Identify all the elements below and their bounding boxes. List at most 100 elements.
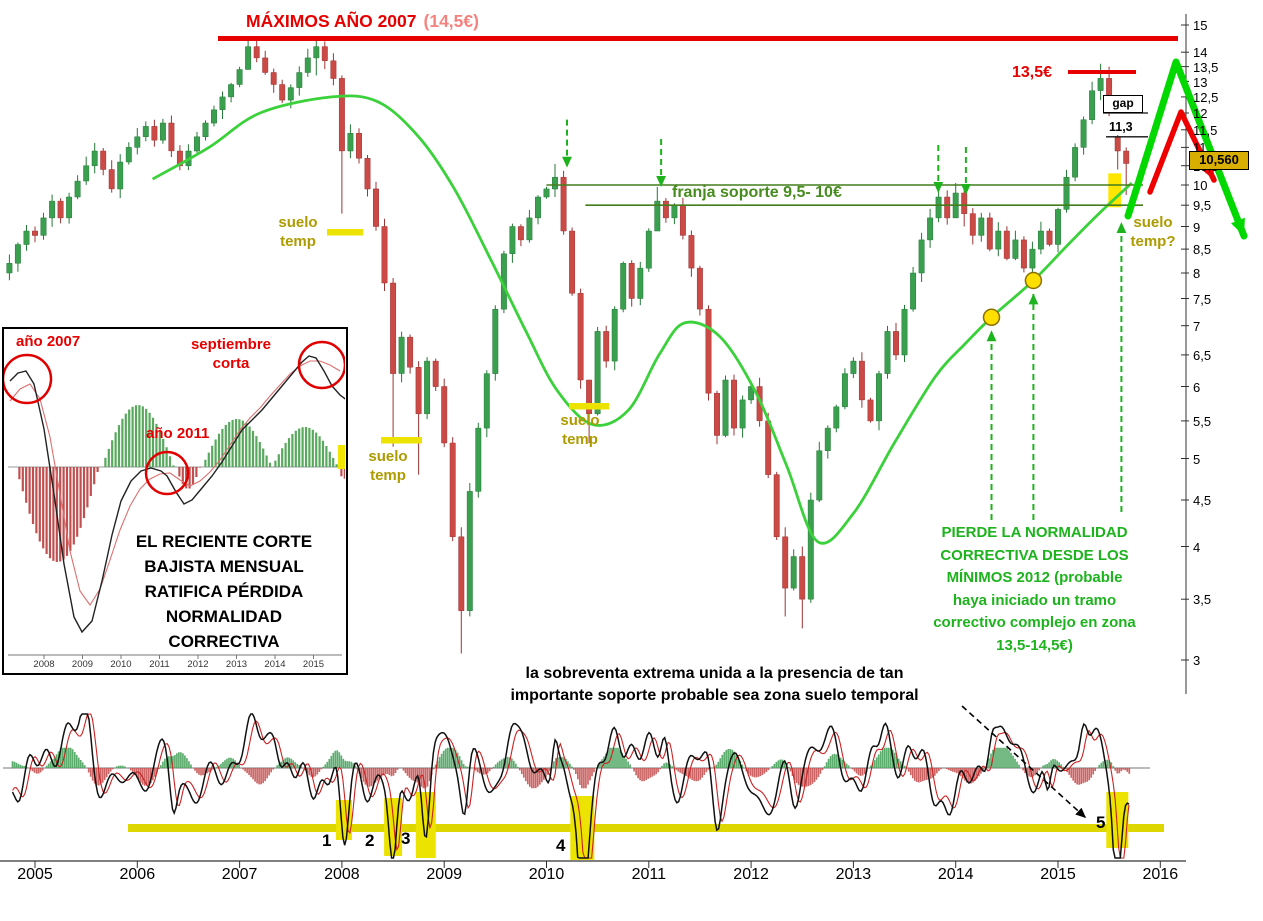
temp-floor-line: temp <box>370 467 406 484</box>
arrowhead <box>1028 293 1039 305</box>
moving-average-line <box>151 94 1133 545</box>
note-line: NORMALIDAD <box>165 607 283 626</box>
oscillator-trough-number: 1 <box>322 831 332 850</box>
temp-floor-underline-3 <box>569 403 609 410</box>
oscillator-trough-number: 4 <box>556 836 566 855</box>
ma-touch-marker <box>982 308 1001 327</box>
temp-floor-question-label: suelo temp? <box>1124 213 1182 251</box>
x-axis-year-label: 2007 <box>221 866 258 883</box>
x-axis-year-label: 2013 <box>835 866 872 883</box>
y-axis-tick-label: 14 <box>1193 45 1208 61</box>
x-axis-year-label: 2006 <box>119 866 156 883</box>
inset-highlight-circle <box>297 340 345 390</box>
inset-september-cross-label: septiembre corta <box>164 335 298 373</box>
temp-floor-label-2: suelo temp <box>362 447 414 485</box>
temp-floor-line: suelo <box>560 412 600 429</box>
note-line: MÍNIMOS 2012 (probable <box>946 569 1123 586</box>
support-zone-label: franja soporte 9,5- 10€ <box>672 184 842 201</box>
y-axis-tick-label: 8 <box>1193 266 1201 281</box>
note-line: 13,5-14,5€) <box>996 636 1073 654</box>
inset-macd-line <box>9 355 345 634</box>
temp-floor-line: suelo <box>368 448 408 465</box>
note-line: BAJISTA MENSUAL <box>144 557 304 576</box>
y-axis-tick-label: 11,5 <box>1193 122 1218 138</box>
temp-floor-line: temp <box>562 431 598 448</box>
x-axis-year-label: 2015 <box>1040 866 1076 883</box>
inset-2007-label: año 2007 <box>16 333 81 350</box>
y-axis-tick-label: 4,5 <box>1193 493 1212 508</box>
oversold-note: la sobreventa extrema unida a la presenc… <box>452 663 977 707</box>
y-axis-tick-label: 15 <box>1193 18 1208 33</box>
y-axis-tick-label: 10 <box>1193 178 1208 193</box>
inset-year-label: 2008 <box>33 659 55 670</box>
bearish-candles <box>32 46 1130 611</box>
y-axis-tick-label: 13,5 <box>1193 59 1219 75</box>
x-axis-year-label: 2009 <box>426 866 462 883</box>
x-axis-year-label: 2016 <box>1142 866 1179 883</box>
temp-floor-label-1: suelo temp <box>272 213 324 251</box>
inset-yellow-tag <box>338 445 345 469</box>
recent-high-label: 13,5€ <box>1012 64 1053 81</box>
inset-year-label: 2012 <box>187 659 209 670</box>
inset-label-line: septiembre <box>190 336 272 353</box>
note-line: la sobreventa extrema unida a la presenc… <box>525 665 904 682</box>
temp-floor-zone-highlight <box>1108 173 1122 208</box>
inset-label-line: corta <box>212 355 250 372</box>
arrowhead <box>1116 222 1127 233</box>
recent-high-line <box>1068 70 1136 74</box>
temp-floor-label-3: suelo temp <box>554 411 606 449</box>
y-axis-tick-label: 8,5 <box>1193 242 1212 258</box>
y-axis-tick-label: 5,5 <box>1193 413 1212 429</box>
inset-year-label: 2009 <box>71 659 94 670</box>
note-line: haya iniciado un tramo <box>952 591 1117 609</box>
arrowhead <box>1075 807 1086 818</box>
inset-highlight-circle <box>144 450 190 496</box>
temp-floor-underline-1 <box>327 229 363 236</box>
y-axis-tick-label: 12 <box>1193 106 1208 121</box>
max-2007-label: MÁXIMOS AÑO 2007 (14,5€) <box>246 11 479 32</box>
oscillator-support-band <box>128 824 1164 832</box>
inset-year-label: 2015 <box>302 659 325 670</box>
inset-year-label: 2014 <box>264 659 286 670</box>
temp-floor-line: temp <box>280 233 316 250</box>
arrowhead <box>562 156 572 168</box>
inset-highlight-circle <box>4 353 53 405</box>
y-axis-tick-label: 6,5 <box>1193 347 1212 363</box>
note-line: RATIFICA PÉRDIDA <box>144 582 304 601</box>
temp-floor-underline-2 <box>381 437 422 444</box>
arrowhead <box>986 330 997 342</box>
arrowhead <box>1231 217 1245 236</box>
oscillator-main-line <box>11 713 1130 859</box>
oversold-pointer-arrow <box>961 705 1087 819</box>
inset-year-label: 2010 <box>110 659 132 670</box>
arrowhead <box>961 184 971 195</box>
y-axis-tick-label: 7,5 <box>1193 291 1212 307</box>
inset-canvas <box>4 340 345 659</box>
inset-histogram-positive <box>104 405 338 467</box>
note-line: CORRECTIVA DESDE LOS <box>940 546 1129 564</box>
y-axis-tick-label: 4 <box>1193 539 1201 555</box>
gap-label: gap <box>1103 95 1143 113</box>
inset-signal-line <box>9 360 341 606</box>
x-axis-year-label: 2011 <box>631 866 666 883</box>
macd-inset-panel: año 2007 septiembre corta año 2011 EL RE… <box>2 327 348 675</box>
x-axis-year-label: 2005 <box>17 866 53 883</box>
y-axis-tick-label: 13 <box>1193 74 1208 90</box>
x-axis-year-label: 2012 <box>733 866 769 883</box>
y-axis-tick-label: 5 <box>1193 451 1201 467</box>
y-axis-tick-label: 9,5 <box>1193 198 1212 214</box>
temp-floor-line: suelo <box>278 214 318 231</box>
bullish-candles <box>6 46 1104 611</box>
y-axis-tick-label: 3 <box>1193 653 1201 668</box>
inset-year-label: 2011 <box>149 659 170 670</box>
x-axis-year-label: 2008 <box>324 866 360 883</box>
gap-lower-label: 11,3 <box>1109 120 1133 134</box>
oscillator-signal-line <box>12 713 1130 859</box>
normality-loss-note: PIERDE LA NORMALIDAD CORRECTIVA DESDE LO… <box>882 522 1187 657</box>
inset-note: EL RECIENTE CORTE BAJISTA MENSUAL RATIFI… <box>104 529 344 654</box>
inset-2011-label: año 2011 <box>146 425 210 442</box>
oscillator-trough-number: 3 <box>401 829 411 848</box>
last-price-tag: 10,560 <box>1189 151 1249 170</box>
